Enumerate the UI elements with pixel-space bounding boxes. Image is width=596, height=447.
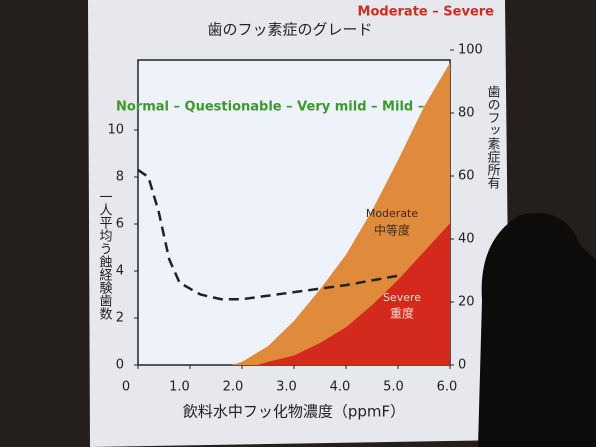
- x-tick-label: 0: [122, 380, 130, 395]
- y2-tick-label: 80: [458, 106, 475, 121]
- presenter: [478, 213, 596, 447]
- y-tick-label: 6: [116, 217, 124, 232]
- annotation: 重度: [390, 306, 414, 321]
- y2-tick-label: 60: [458, 169, 475, 184]
- y-tick-label: 4: [116, 264, 124, 279]
- x-tick-label: 4.0: [330, 380, 351, 395]
- x-tick-label: 3.0: [276, 380, 297, 395]
- x-tick-label: 1.0: [169, 380, 190, 395]
- y2-tick-label: 40: [458, 232, 475, 247]
- x-tick-label: 2.0: [223, 380, 244, 395]
- x-tick-label: 6.0: [437, 380, 458, 395]
- annotation: Severe: [383, 291, 421, 304]
- y-tick-label: 2: [116, 311, 124, 326]
- y2-tick-label: 20: [458, 295, 475, 310]
- line: [137, 168, 399, 301]
- subtitle: Moderate – Severe: [358, 5, 495, 20]
- y-tick-label: 0: [116, 358, 124, 373]
- x-axis-label: 飲料水中フッ化物濃度（ppmF）: [183, 403, 405, 421]
- y2-tick-label: 0: [458, 358, 466, 373]
- subtitle: Normal – Questionable – Very mild – Mild…: [116, 100, 424, 115]
- y2-tick-label: 100: [458, 43, 483, 58]
- annotation: Moderate: [366, 207, 419, 220]
- y-tick-label: 10: [107, 123, 124, 138]
- y-tick-label: 8: [116, 170, 124, 185]
- area: [257, 223, 450, 365]
- annotation: 中等度: [374, 223, 410, 238]
- y2-axis-label: 歯のフッ素症所有: [485, 85, 501, 189]
- chart-title: 歯のフッ素症のグレード: [207, 21, 372, 39]
- x-tick-label: 5.0: [383, 380, 404, 395]
- y-axis-label: 一人平均う蝕経験歯数: [97, 190, 113, 320]
